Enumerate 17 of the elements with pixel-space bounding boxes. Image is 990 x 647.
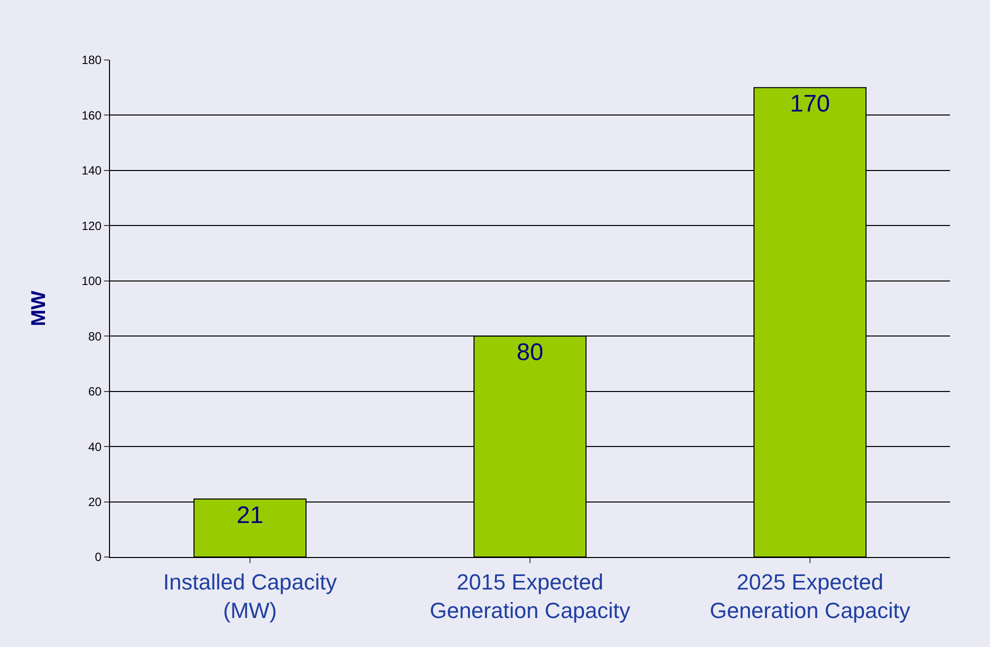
y-tick-label: 140 [82, 164, 102, 178]
x-tick-label: 2025 Expected Generation Capacity [710, 569, 910, 623]
data-label: 170 [790, 90, 830, 118]
y-tick-label: 60 [88, 384, 102, 399]
y-tick-label: 120 [82, 218, 102, 233]
y-tick-label: 100 [82, 274, 102, 288]
x-tick-label: 2015 Expected Generation Capacity [430, 569, 630, 623]
y-tick-label: 80 [88, 329, 102, 344]
y-axis-title: MW [28, 290, 50, 326]
y-tick-label: 160 [82, 108, 102, 122]
y-tick-label: 20 [88, 494, 102, 509]
data-label: 21 [236, 502, 264, 530]
y-tick-label: 180 [82, 53, 102, 68]
data-label: 80 [516, 339, 544, 366]
x-tick-label: Installed Capacity (MW) [163, 569, 337, 623]
y-tick-label: 0 [94, 550, 102, 564]
y-tick-label: 40 [88, 440, 102, 454]
